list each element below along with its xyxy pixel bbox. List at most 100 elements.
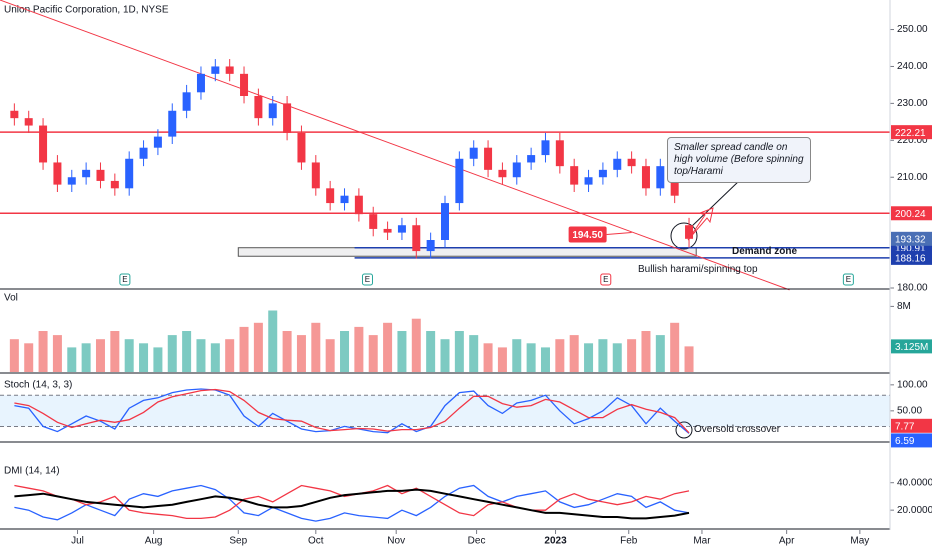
candle-body [555, 140, 564, 167]
volume-bar [340, 331, 350, 372]
series-line [14, 484, 690, 522]
candle-body [397, 225, 406, 233]
candle-body [139, 147, 148, 159]
volume-bar [368, 335, 378, 372]
highlight-circle [670, 222, 698, 250]
candle-body [53, 162, 62, 185]
candle-body [412, 225, 421, 252]
volume-bar [454, 331, 464, 372]
series-line [14, 388, 690, 434]
candle-body [168, 110, 177, 137]
volume-bar [512, 339, 522, 372]
event-label: E [603, 275, 608, 284]
candle-body [311, 162, 320, 189]
price-label: 194.50 [572, 230, 603, 241]
series-line [14, 388, 690, 434]
volume-bar [354, 326, 364, 372]
volume-bar [139, 343, 149, 372]
value-box-label: 6.59 [895, 436, 915, 447]
volume-bar [684, 346, 694, 372]
x-tick-label: Dec [468, 536, 486, 547]
x-tick-label: 2023 [544, 536, 567, 547]
pane-title: Stoch (14, 3, 3) [4, 380, 72, 391]
candle-body [297, 132, 306, 163]
series-line [14, 484, 690, 520]
volume-bar [52, 335, 62, 372]
volume-bar [627, 339, 637, 372]
series-line [14, 488, 690, 520]
event-marker [842, 273, 854, 286]
arrow [687, 207, 714, 241]
value-box [891, 250, 932, 265]
candle-body [225, 66, 234, 74]
volume-bar [124, 339, 134, 372]
volume-bar [167, 335, 177, 372]
value-box [891, 433, 932, 448]
price-label-line [606, 231, 632, 235]
candle-body [24, 118, 33, 126]
x-tick-label: Mar [693, 536, 711, 547]
event-label: E [122, 275, 127, 284]
candle-body [268, 103, 277, 119]
y-tick-label: 250.00 [897, 24, 928, 35]
event-label: E [846, 275, 851, 284]
candle-body [498, 169, 507, 178]
event-marker [600, 273, 612, 286]
value-box-label: 7.77 [895, 421, 915, 432]
callout: Smaller spread candle on high volume (Be… [667, 137, 811, 183]
y-tick-label: 230.00 [897, 98, 928, 109]
y-tick-label: 8M [897, 301, 911, 312]
value-box-label: 200.24 [895, 209, 926, 220]
event-marker [119, 273, 131, 286]
x-tick-label: Aug [145, 536, 163, 547]
candle-body [613, 158, 622, 170]
candle-body [641, 166, 650, 189]
volume-bar [426, 331, 436, 372]
value-box-label: 222.21 [895, 128, 926, 139]
y-tick-label: 50.00 [897, 405, 922, 416]
candle-body [211, 66, 220, 74]
volume-bar [210, 343, 220, 372]
volume-bar [325, 339, 335, 372]
candle-body [96, 169, 105, 181]
volume-bar [253, 322, 263, 372]
zone [237, 247, 697, 257]
x-tick-label: Oct [308, 536, 324, 547]
volume-bar [584, 343, 594, 372]
volume-bar [196, 339, 206, 372]
candle-body [182, 92, 191, 111]
candle-body [598, 169, 607, 178]
event-label: E [365, 275, 370, 284]
candle-body [153, 136, 162, 148]
y-tick-label: 240.00 [897, 61, 928, 72]
event-marker [361, 273, 373, 286]
x-tick-label: Feb [620, 536, 638, 547]
price-label-box [568, 226, 607, 243]
candle-body [254, 96, 263, 119]
candle-body [656, 166, 665, 189]
trend-line [0, 0, 790, 291]
candle-body [527, 155, 536, 163]
candle-body [484, 147, 493, 170]
volume-bar [67, 347, 77, 372]
volume-bar [670, 322, 680, 372]
volume-bar [598, 339, 608, 372]
candle-body [326, 188, 335, 204]
volume-bar [225, 339, 235, 372]
volume-bar [81, 343, 91, 372]
y-tick-label: 180.00 [897, 283, 928, 294]
value-box [891, 339, 932, 354]
volume-bar [383, 322, 393, 372]
value-box [891, 418, 932, 433]
pane-title: DMI (14, 14) [4, 466, 60, 477]
candle-body [125, 158, 134, 189]
candle-body [39, 125, 48, 163]
x-tick-label: Apr [779, 536, 795, 547]
x-tick-label: Jul [71, 536, 84, 547]
volume-bar [110, 331, 120, 372]
candle-body [10, 110, 19, 119]
volume-bar [540, 347, 550, 372]
y-tick-label: 210.00 [897, 172, 928, 183]
annotation: Oversold crossover [694, 424, 781, 435]
